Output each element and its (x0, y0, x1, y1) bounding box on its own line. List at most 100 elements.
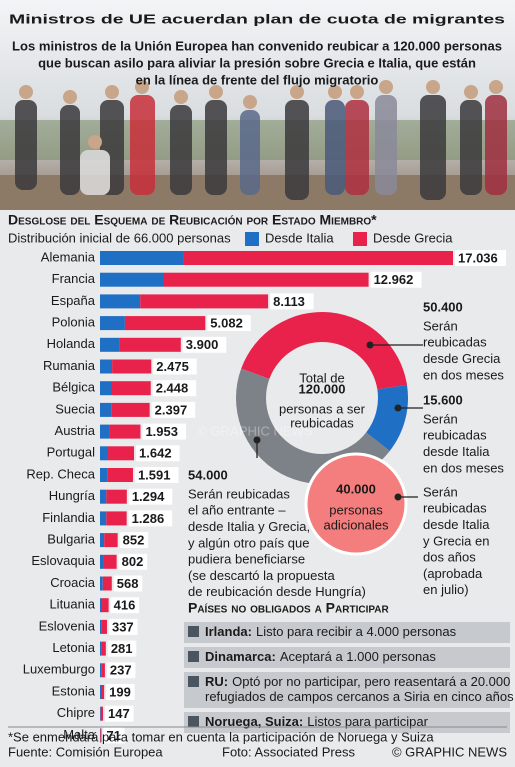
extra-note: en julio) (423, 582, 469, 597)
category-label: Finlandia (42, 510, 96, 525)
value-label: 5.082 (210, 316, 243, 331)
callout-note: reubicadas (423, 428, 487, 443)
bar-segment (100, 511, 107, 526)
donut-center: 120.000 (299, 381, 346, 396)
donut-center: personas a ser (279, 401, 366, 416)
callout-note: desde Italia (423, 444, 490, 459)
bar-segment (100, 381, 112, 396)
label-bg (152, 380, 197, 397)
bar-segment (101, 663, 105, 678)
row-marker (188, 626, 199, 637)
row-marker (188, 716, 199, 727)
category-label: Eslovaquia (31, 553, 95, 568)
category-label: Estonia (52, 683, 96, 698)
extra-note: (aprobada (423, 566, 483, 581)
bar-segment (106, 489, 127, 504)
label-bg (106, 684, 135, 700)
chart-subtitle: Distribución inicial de 66.000 personas (8, 230, 231, 245)
extra-text: personas (329, 502, 383, 517)
bar-segment (100, 402, 112, 417)
value-label: 281 (111, 641, 133, 656)
bar-segment (106, 511, 127, 526)
bar-segment (100, 728, 102, 743)
photo-credit: Foto: Associated Press (222, 744, 355, 759)
category-label: Letonia (52, 640, 95, 655)
value-label: 568 (117, 576, 139, 591)
bar-segment (102, 576, 112, 591)
chart-title: Desglose del Esquema de Reubicación por … (8, 212, 377, 228)
category-label: Rumania (43, 358, 96, 373)
bar-segment (100, 316, 125, 331)
category-label: Francia (52, 271, 96, 286)
bar-segment (100, 251, 184, 265)
legend-label: Desde Grecia (373, 230, 453, 245)
row-bg (184, 672, 510, 708)
callout-note: Serán (423, 411, 458, 426)
category-label: Holanda (47, 336, 96, 351)
bar-segment (100, 489, 107, 504)
bar-segment (119, 337, 181, 352)
bar-segment (100, 446, 109, 461)
callout-note: el año entrante – (188, 503, 286, 518)
callout-value: 54.000 (188, 467, 228, 482)
extra-value: 40.000 (336, 481, 376, 496)
category-label: Austria (55, 423, 96, 438)
callout-value: 15.600 (423, 392, 463, 407)
bar-segment (100, 685, 101, 699)
extra-note: y Grecia en (423, 533, 489, 548)
value-label: 12.962 (374, 272, 414, 287)
bar-segment (100, 533, 105, 548)
value-label: 1.642 (139, 446, 172, 461)
row-bold: Noruega, Suiza: (205, 714, 303, 729)
category-label: Alemania (41, 249, 96, 264)
extra-note: desde Italia (423, 517, 490, 532)
callout-note: Serán (423, 318, 458, 333)
label-bg (110, 597, 140, 614)
extra-note: reubicadas (423, 501, 487, 516)
source: Fuente: Comisión Europea (8, 744, 163, 759)
row-text: Aceptará a 1.000 personas (280, 649, 437, 664)
value-label: 337 (112, 619, 134, 634)
extra-text: adicionales (323, 517, 389, 532)
bar-segment (100, 598, 103, 613)
value-label: 1.286 (132, 511, 165, 526)
value-label: 416 (114, 598, 136, 613)
callout-note: (se descartó la propuesta (188, 568, 335, 583)
subtitle: que buscan asilo para aliviar la presión… (38, 55, 476, 70)
label-bg (182, 336, 227, 353)
callout-dot (394, 493, 402, 501)
row-text: refugiados de campos cercanos a Siria en… (205, 689, 514, 704)
category-label: Portugal (47, 445, 96, 460)
bar-segment (100, 706, 101, 721)
bar-segment (163, 272, 369, 287)
value-label: 1.953 (145, 424, 178, 439)
label-bg (128, 510, 173, 527)
bar-segment (100, 359, 113, 374)
label-bg (270, 293, 314, 310)
category-label: Luxemburgo (23, 662, 95, 677)
category-label: Rep. Checa (26, 466, 95, 481)
bar-segment (100, 663, 102, 678)
value-label: 237 (110, 663, 132, 678)
label-bg (113, 575, 143, 592)
category-label: Eslovenia (39, 618, 96, 633)
category-label: Bulgaria (47, 532, 95, 547)
callout-note: pudiera beneficiarse (188, 552, 305, 567)
bar-segment (104, 533, 118, 548)
row-bold: RU: (205, 674, 228, 689)
label-bg (455, 250, 506, 266)
bar-segment (100, 424, 110, 439)
label-bg (106, 662, 136, 679)
callout-note: en dos meses (423, 460, 504, 475)
value-label: 2.475 (156, 359, 189, 374)
label-bg (119, 532, 149, 549)
label-bg (153, 358, 197, 375)
extra-circle (304, 452, 408, 556)
callout-note: de reubicación desde Hungría) (188, 584, 366, 599)
donut-segment (241, 312, 407, 390)
row-bg (184, 622, 510, 643)
category-label: Malta (63, 727, 96, 742)
bar-segment (102, 598, 109, 613)
label-bg (105, 705, 134, 722)
